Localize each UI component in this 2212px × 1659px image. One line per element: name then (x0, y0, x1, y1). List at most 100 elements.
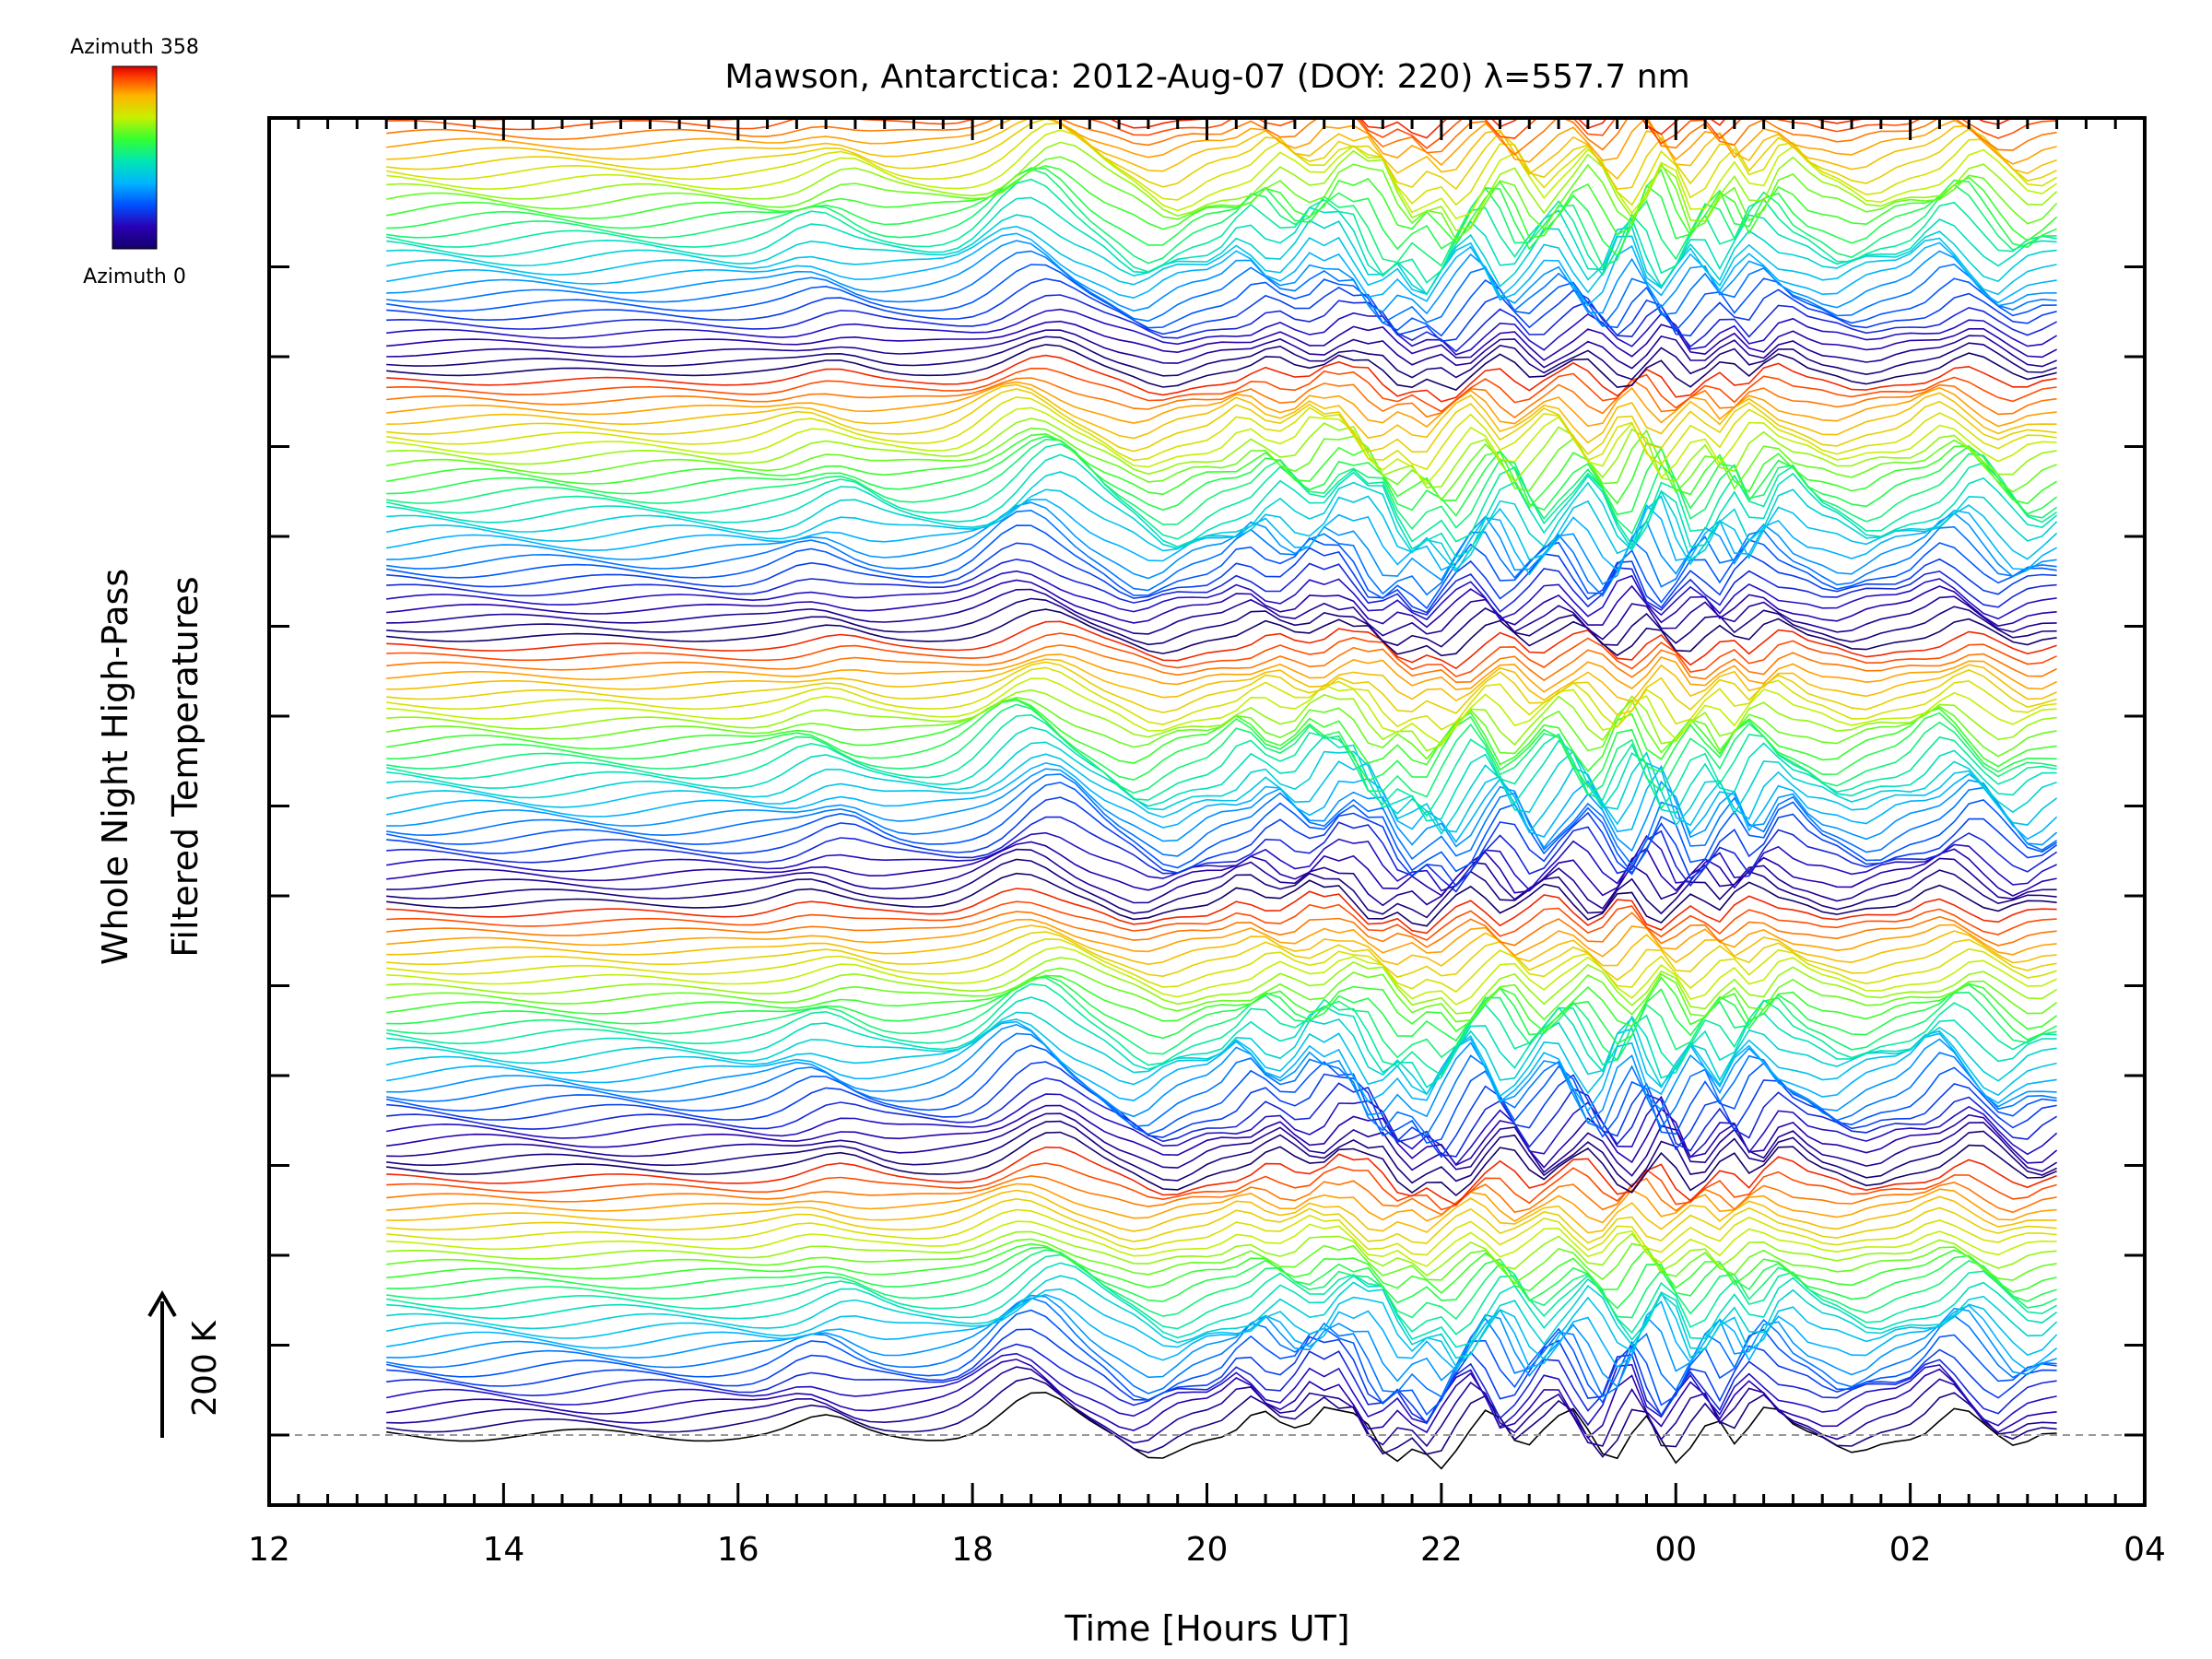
trace-line (386, 632, 2057, 677)
x-axis-label: Time [Hours UT] (1064, 1608, 1349, 1649)
trace-line (386, 432, 2058, 509)
trace-line (386, 1208, 2057, 1256)
x-tick-label: 20 (1186, 1531, 1229, 1569)
trace-line (386, 1120, 2057, 1188)
x-tick-label: 14 (482, 1531, 524, 1569)
trace-line (386, 841, 2057, 897)
x-tick-label: 16 (717, 1531, 759, 1569)
trace-line (386, 677, 2057, 746)
trace-line (386, 1249, 2057, 1321)
chart-title: Mawson, Antarctica: 2012-Aug-07 (DOY: 22… (724, 58, 1689, 96)
trace-line (386, 597, 2057, 648)
trace-line (386, 1175, 2057, 1216)
trace-line (386, 1011, 2057, 1096)
trace-line (386, 782, 2058, 875)
trace-line (386, 796, 2058, 888)
trace-line (386, 396, 2057, 471)
trace-line (386, 976, 2057, 1062)
trace-line (386, 141, 2058, 231)
trace-line (386, 858, 2057, 919)
trace-line (386, 688, 2057, 752)
trace-line (386, 118, 2057, 191)
trace-line (386, 1093, 2058, 1166)
trace-line (386, 383, 2057, 444)
trace-line (386, 1131, 2057, 1197)
trace-line (386, 1104, 2058, 1169)
trace-line (386, 982, 2057, 1077)
trace-line (386, 1275, 2058, 1359)
trace-line (386, 294, 2057, 353)
x-tick-label: 04 (2124, 1531, 2166, 1569)
trace-line (386, 931, 2057, 982)
trace-line (386, 164, 2058, 245)
y-axis-ticks (269, 265, 2145, 1437)
trace-line (386, 354, 2057, 403)
trace-line (386, 761, 2058, 843)
trace-line (386, 1294, 2057, 1388)
trace-line (386, 937, 2057, 994)
trace-line (386, 471, 2058, 571)
trace-line (386, 1182, 2057, 1224)
y-axis-label-line1: Whole Night High-Pass (95, 569, 135, 965)
trace-line (386, 156, 2058, 241)
trace-line (386, 1343, 2057, 1424)
trace-line (386, 168, 2057, 267)
trace-line (386, 872, 2057, 927)
trace-line (386, 900, 2057, 941)
trace-line (386, 1253, 2057, 1335)
trace-line (386, 1328, 2057, 1425)
trace-line (386, 888, 2057, 935)
trace-line (386, 1018, 2057, 1098)
trace-line (386, 118, 2057, 156)
colorbar-gradient (112, 65, 158, 250)
trace-line (386, 1293, 2058, 1371)
trace-line (386, 1246, 2057, 1310)
trace-line (386, 658, 2057, 703)
trace-line (386, 225, 2057, 299)
x-tick-label: 00 (1654, 1531, 1697, 1569)
trace-line (386, 388, 2057, 455)
trace-line (386, 831, 2057, 892)
trace-line (386, 703, 2057, 798)
trace-line (386, 196, 2057, 296)
trace-line (386, 344, 2057, 392)
trace-line (386, 579, 2057, 629)
trace-line (386, 1366, 2057, 1448)
trace-line (386, 329, 2057, 370)
trace-line (386, 975, 2057, 1045)
trace-line (386, 335, 2057, 381)
trace-line (386, 1238, 2057, 1285)
trace-line (386, 1309, 2057, 1416)
trace-line (386, 214, 2057, 296)
trace-line (386, 418, 2057, 488)
trace-line (386, 501, 2057, 585)
colorbar-max-label: Azimuth 358 (70, 36, 199, 59)
trace-line (386, 438, 2058, 535)
x-tick-label: 12 (248, 1531, 290, 1569)
trace-line (386, 1146, 2057, 1206)
trace-line (386, 1230, 2057, 1277)
trace-line (386, 911, 2057, 948)
trace-line (386, 726, 2057, 822)
trace-line (386, 509, 2057, 597)
trace-line (386, 1189, 2057, 1234)
trace-line (386, 308, 2058, 356)
scale-bar: 200 K (147, 1290, 224, 1438)
trace-line (386, 773, 2058, 866)
scale-bar-arrowhead (147, 1290, 177, 1318)
trace-line (386, 499, 2057, 576)
trace-line (386, 957, 2058, 1015)
trace-line (386, 240, 2057, 315)
trace-line (386, 542, 2057, 614)
trace-line (386, 277, 2057, 343)
trace-line (386, 753, 2058, 834)
trace-line (386, 996, 2057, 1088)
trace-line (386, 381, 2057, 429)
y-axis-label: Whole Night High-Pass Filtered Temperatu… (95, 569, 206, 965)
trace-line (386, 644, 2057, 684)
trace-line (386, 848, 2057, 910)
trace-line (386, 974, 2058, 1033)
trace-line (386, 250, 2057, 328)
trace-line (386, 696, 2057, 760)
trace-line (386, 608, 2057, 657)
